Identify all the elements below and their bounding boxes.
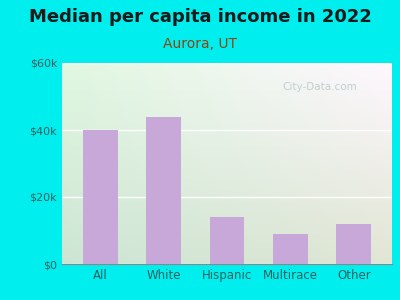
Bar: [210, 217, 244, 264]
Bar: [83, 130, 118, 264]
Text: Aurora, UT: Aurora, UT: [163, 38, 237, 52]
Text: City-Data.com: City-Data.com: [282, 82, 357, 92]
Bar: [146, 117, 181, 264]
Bar: [273, 234, 308, 264]
Text: Median per capita income in 2022: Median per capita income in 2022: [28, 8, 372, 26]
Bar: [336, 224, 371, 264]
